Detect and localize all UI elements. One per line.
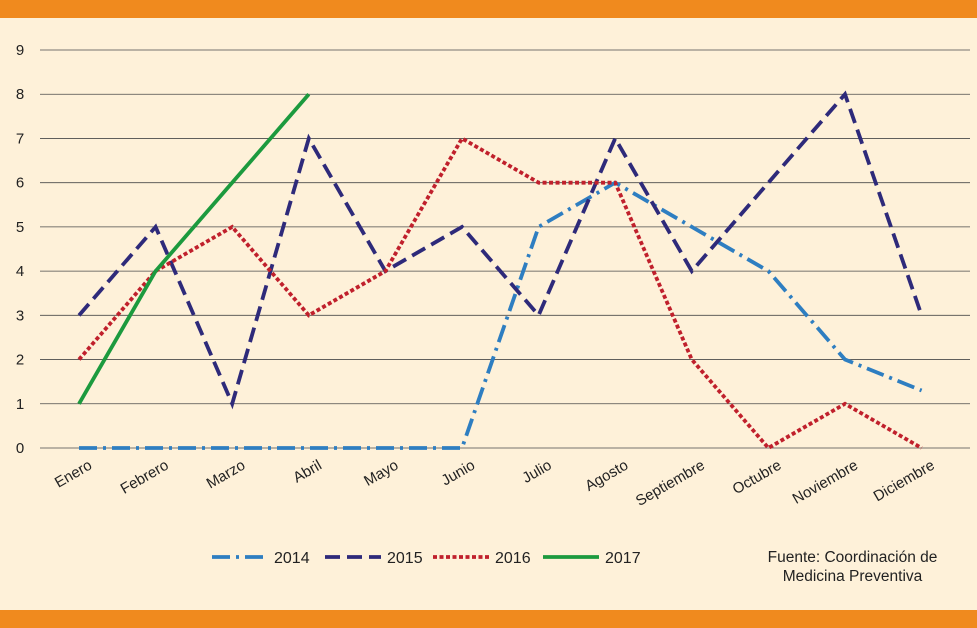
y-tick-label: 3 (16, 307, 24, 324)
top-orange-band (0, 0, 977, 18)
gridlines (40, 49, 970, 449)
legend-label-2014: 2014 (274, 550, 310, 567)
x-tick-label: Diciembre (871, 457, 938, 505)
source-line-1: Fuente: Coordinación de (767, 549, 938, 566)
y-tick-label: 6 (16, 175, 24, 192)
y-tick-label: 9 (16, 42, 24, 59)
legend: 2014 2015 2016 2017 (212, 550, 641, 567)
series-line-2014 (79, 180, 923, 450)
y-tick-label: 0 (16, 440, 24, 457)
x-axis-ticks: Enero Febrero Marzo Abril Mayo Junio Julio Agos… (52, 457, 938, 510)
series-lines (77, 90, 924, 451)
x-tick-label: Abril (290, 457, 324, 487)
x-tick-label: Febrero (118, 457, 172, 498)
y-tick-label: 2 (16, 352, 24, 369)
x-tick-label: Marzo (204, 457, 249, 493)
y-tick-label: 8 (16, 86, 24, 103)
y-tick-label: 4 (16, 263, 24, 280)
legend-label-2017: 2017 (605, 550, 641, 567)
y-tick-label: 5 (16, 219, 24, 236)
series-line-2016 (77, 135, 923, 451)
x-tick-label: Agosto (582, 457, 631, 495)
legend-label-2015: 2015 (387, 550, 423, 567)
source-line-2: Medicina Preventiva (782, 568, 923, 585)
series-line-2015 (77, 90, 924, 410)
legend-label-2016: 2016 (495, 550, 531, 567)
y-tick-label: 7 (16, 130, 24, 147)
y-axis-ticks: 0 1 2 3 4 5 6 7 8 9 (16, 42, 24, 457)
bottom-orange-band (0, 610, 977, 628)
x-tick-label: Octubre (730, 457, 785, 498)
x-tick-label: Noviembre (790, 457, 861, 508)
x-tick-label: Enero (52, 457, 95, 492)
y-tick-label: 1 (16, 396, 24, 413)
source-note: Fuente: Coordinación de Medicina Prevent… (740, 548, 965, 586)
x-tick-label: Mayo (361, 457, 401, 490)
series-line-2017 (77, 92, 311, 405)
x-tick-label: Julio (519, 457, 554, 487)
x-tick-label: Junio (438, 457, 478, 490)
x-tick-label: Septiembre (633, 457, 708, 510)
